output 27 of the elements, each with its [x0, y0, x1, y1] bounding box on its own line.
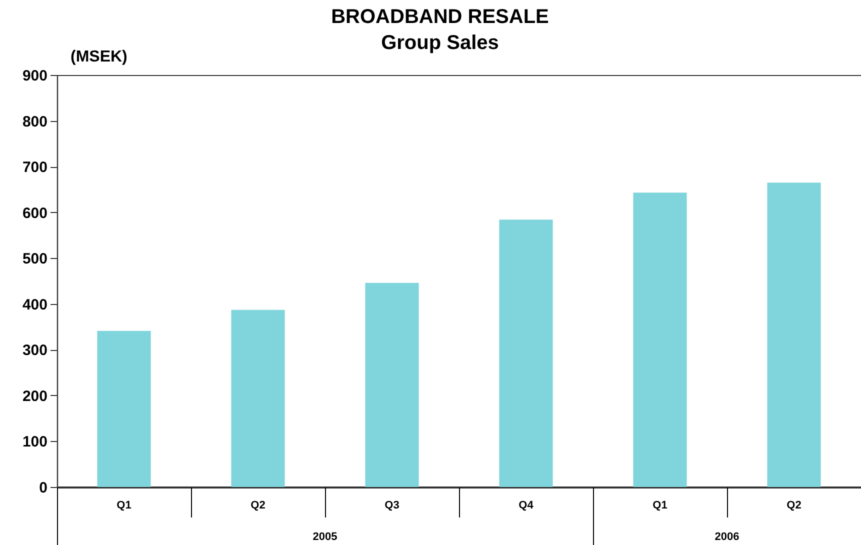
- bar: [767, 182, 821, 487]
- y-tick-label: 100: [22, 434, 48, 451]
- text: 2005: [312, 531, 338, 543]
- y-tick-label: 700: [22, 159, 48, 176]
- x-tick-label: Q2: [786, 500, 802, 512]
- x-tick-label: Q1: [116, 500, 132, 512]
- y-tick-label: 0: [39, 480, 48, 496]
- text: 2006: [714, 531, 740, 543]
- x-tick-label: Q1: [652, 500, 668, 512]
- x-tick-label: Q2: [250, 500, 266, 512]
- chart-subtitle: Group Sales: [381, 32, 499, 54]
- y-tick-label: 200: [22, 388, 48, 405]
- bar: [365, 282, 419, 487]
- bar: [633, 192, 687, 487]
- y-tick-label: 300: [22, 342, 48, 360]
- y-tick-label: 400: [22, 296, 48, 314]
- y-tick-label: 900: [22, 68, 48, 84]
- y-tick-label: 500: [22, 250, 48, 268]
- y-tick-label: 800: [22, 113, 48, 130]
- bar: [97, 330, 151, 487]
- x-tick-label: Q3: [384, 500, 400, 512]
- chart-title: BROADBAND RESALE: [331, 6, 549, 28]
- x-tick-label: Q4: [518, 500, 534, 512]
- y-axis-title: (MSEK): [70, 48, 128, 66]
- y-tick-label: 600: [22, 204, 48, 222]
- bar: [231, 310, 285, 487]
- bar: [499, 220, 553, 487]
